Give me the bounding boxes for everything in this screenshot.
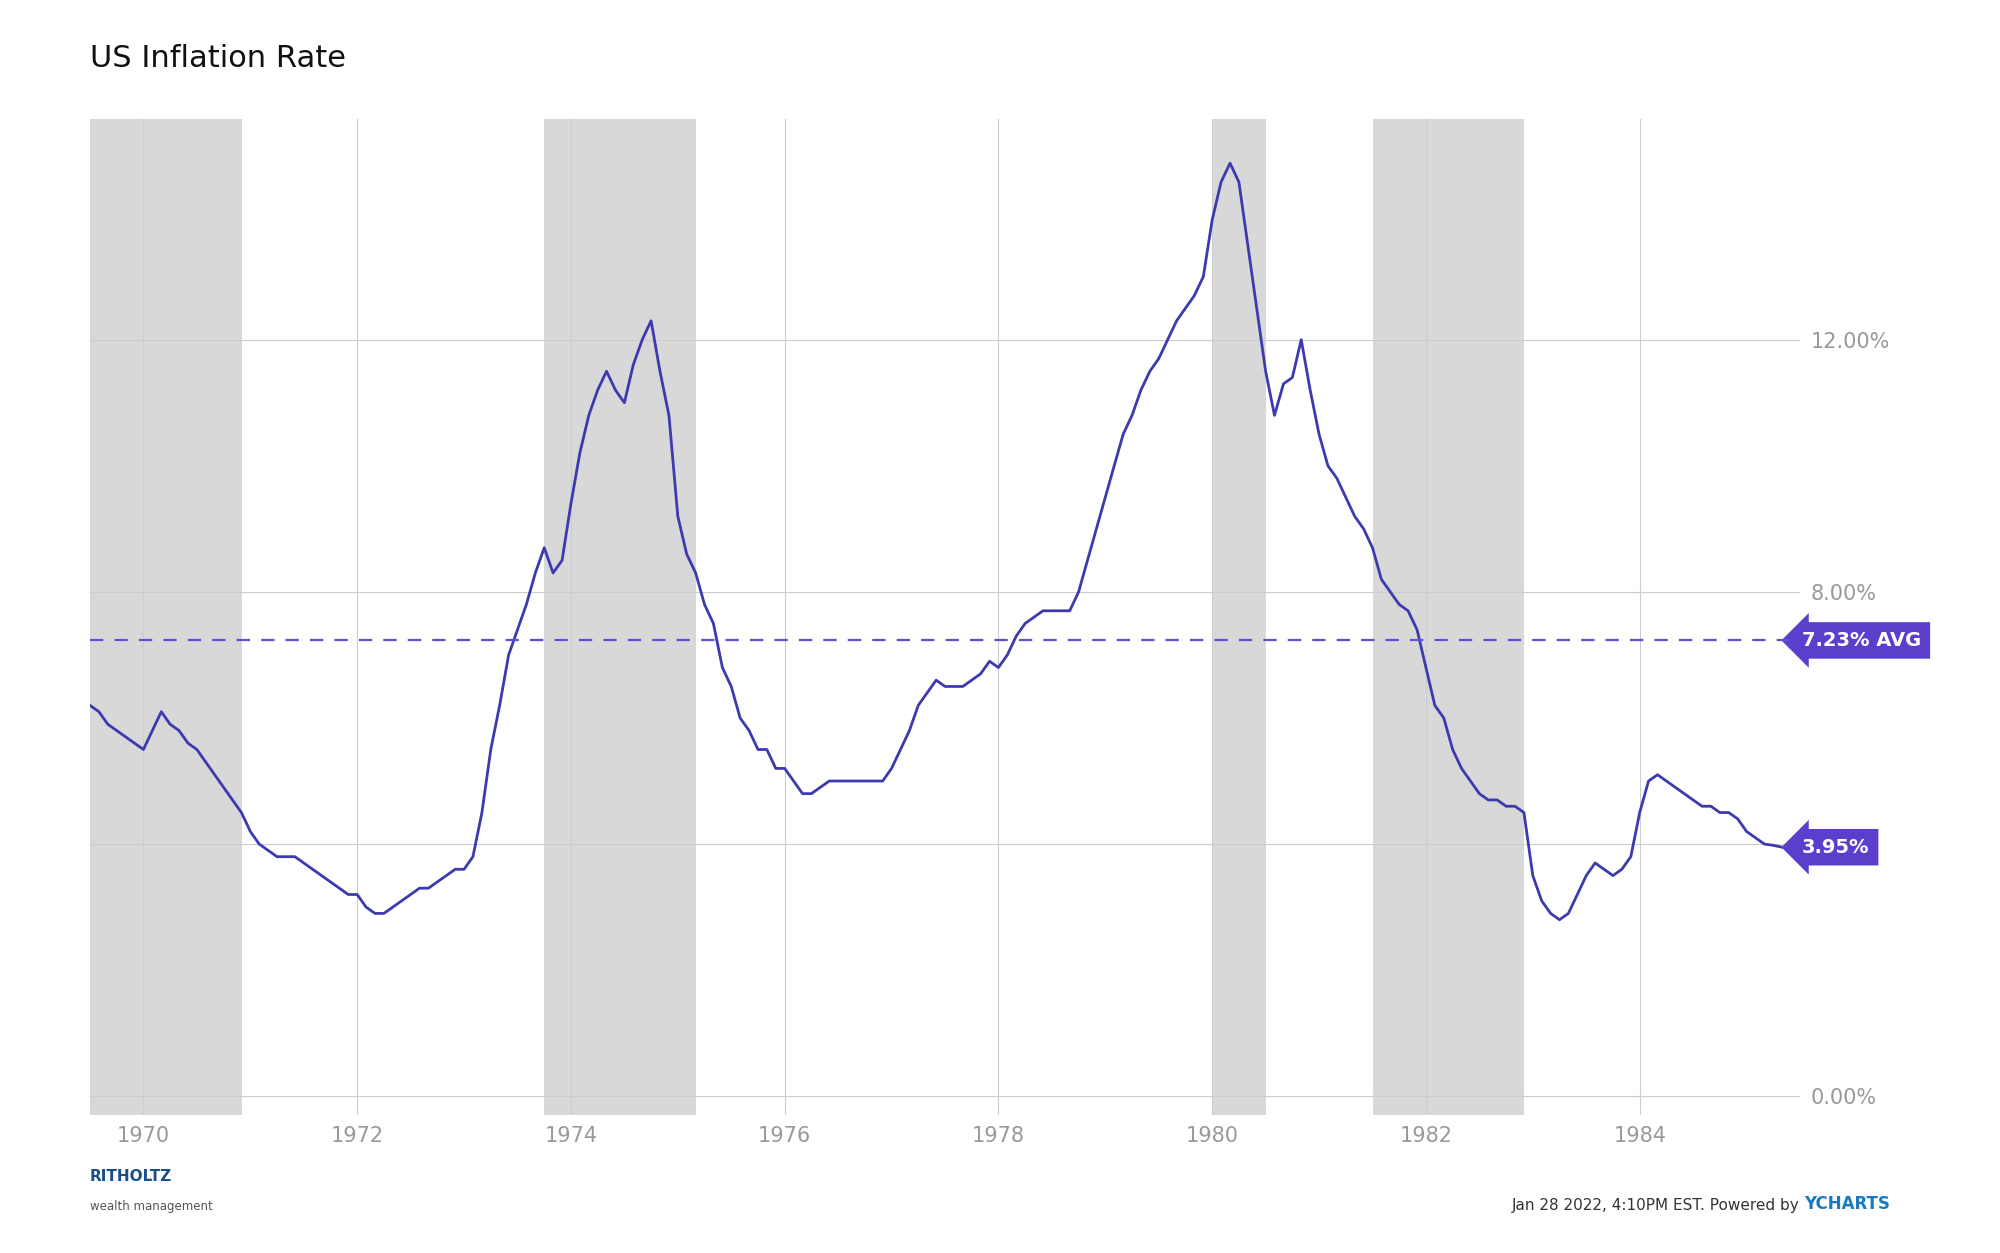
Text: wealth management: wealth management [90,1200,212,1213]
Text: Jan 28 2022, 4:10PM EST. Powered by: Jan 28 2022, 4:10PM EST. Powered by [1512,1198,1804,1213]
Bar [544,119,696,1115]
Text: 7.23% AVG: 7.23% AVG [1802,632,1922,650]
Text: 3.95%: 3.95% [1802,838,1870,857]
Bar [90,119,242,1115]
Bar [1212,119,1266,1115]
Text: US Inflation Rate: US Inflation Rate [90,44,346,73]
Text: YCHARTS: YCHARTS [1804,1195,1890,1213]
Text: RITHOLTZ: RITHOLTZ [90,1169,172,1184]
Bar [1372,119,1524,1115]
